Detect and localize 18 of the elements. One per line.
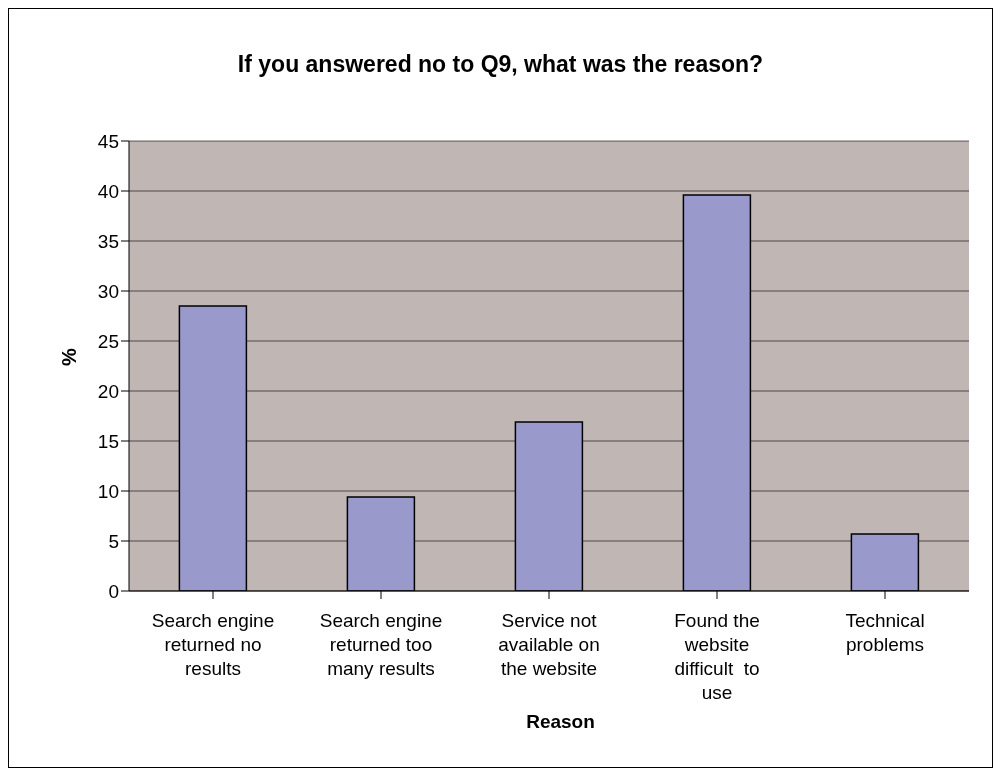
x-tick-label: Search engine returned no results [151, 610, 275, 679]
x-tick-label: Search engine returned too many results [319, 610, 443, 679]
x-tick-label: Technical problems [845, 610, 925, 655]
chart-title: If you answered no to Q9, what was the reason? [236, 51, 765, 79]
y-tick-label: 40 [97, 180, 119, 202]
y-tick-label: 25 [97, 330, 119, 352]
y-tick-label: 10 [97, 480, 119, 502]
x-tick-label: Service not available on the website [498, 610, 600, 679]
y-tick-label: 20 [97, 380, 119, 402]
x-axis-title: Reason [525, 711, 596, 733]
y-axis-title: % [58, 348, 81, 366]
y-tick-label: 0 [108, 580, 119, 602]
x-tick-label: Found the website difficult to use [674, 610, 760, 703]
y-tick-label: 35 [97, 230, 119, 252]
y-tick-label: 15 [97, 430, 119, 452]
y-tick-label: 30 [97, 280, 119, 302]
y-tick-label: 45 [97, 130, 119, 152]
y-tick-label: 5 [108, 530, 119, 552]
